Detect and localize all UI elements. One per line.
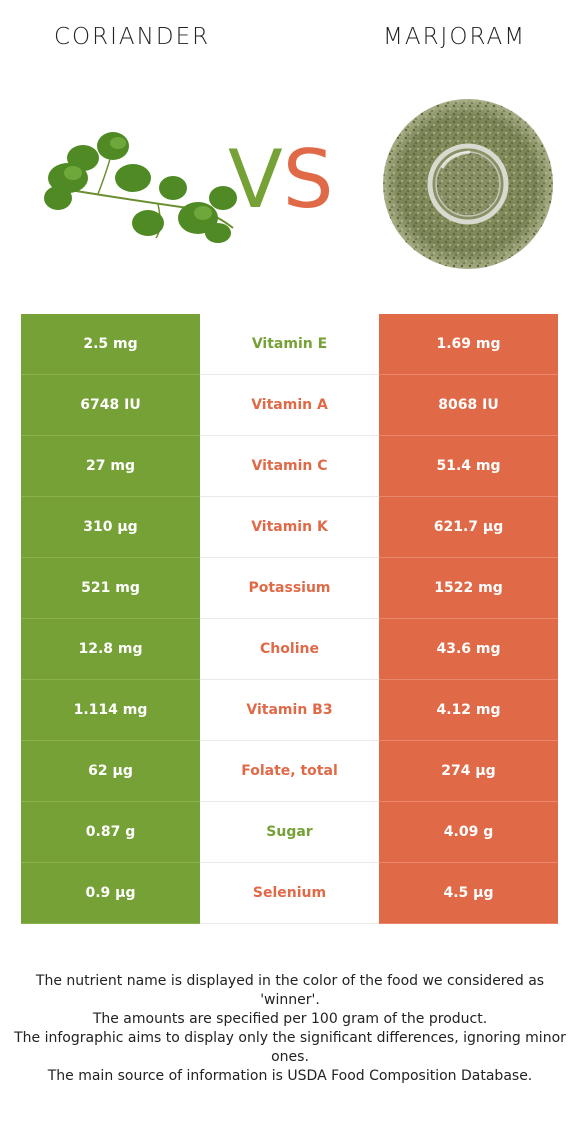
coriander-value: 310 µg [21,496,200,558]
footnote-line: The nutrient name is displayed in the co… [35,973,545,1008]
coriander-value: 12.8 mg [21,618,200,680]
marjoram-value: 4.5 µg [379,862,558,924]
marjoram-value: 274 µg [379,740,558,802]
nutrient-name: Vitamin C [200,435,379,497]
coriander-value: 6748 IU [21,374,200,436]
footnote-line: The main source of information is USDA F… [47,1068,533,1084]
coriander-value: 0.9 µg [21,862,200,924]
coriander-value: 0.87 g [21,801,200,863]
marjoram-value: 621.7 µg [379,496,558,558]
nutrient-name: Vitamin K [200,496,379,558]
comparison-table: 2.5 mg Vitamin E 1.69 mg 6748 IU Vitamin… [21,314,558,924]
coriander-value: 62 µg [21,740,200,802]
table-row: 27 mg Vitamin C 51.4 mg [21,435,558,497]
marjoram-value: 1.69 mg [379,314,558,375]
table-row: 62 µg Folate, total 274 µg [21,740,558,802]
table-row: 1.114 mg Vitamin B3 4.12 mg [21,679,558,741]
table-row: 2.5 mg Vitamin E 1.69 mg [21,314,558,375]
vs-label: VS [228,133,334,226]
footnote: The nutrient name is displayed in the co… [14,972,566,1086]
marjoram-value: 51.4 mg [379,435,558,497]
nutrient-name: Selenium [200,862,379,924]
footnote-line: The amounts are specified per 100 gram o… [92,1011,488,1027]
table-row: 6748 IU Vitamin A 8068 IU [21,374,558,436]
marjoram-value: 4.09 g [379,801,558,863]
nutrient-name: Vitamin B3 [200,679,379,741]
right-food-title: MARJORAM [383,24,527,50]
table-row: 0.9 µg Selenium 4.5 µg [21,862,558,924]
nutrient-name: Potassium [200,557,379,619]
nutrient-name: Vitamin A [200,374,379,436]
marjoram-value: 43.6 mg [379,618,558,680]
coriander-value: 521 mg [21,557,200,619]
nutrient-name: Vitamin E [200,314,379,375]
left-food-title: CORIANDER [54,24,211,50]
table-row: 0.87 g Sugar 4.09 g [21,801,558,863]
footnote-line: The infographic aims to display only the… [14,1030,566,1065]
coriander-value: 1.114 mg [21,679,200,741]
marjoram-value: 8068 IU [379,374,558,436]
table-row: 310 µg Vitamin K 621.7 µg [21,496,558,558]
table-row: 12.8 mg Choline 43.6 mg [21,618,558,680]
marjoram-value: 1522 mg [379,557,558,619]
marjoram-image [383,99,553,269]
marjoram-value: 4.12 mg [379,679,558,741]
nutrient-name: Choline [200,618,379,680]
table-row: 521 mg Potassium 1522 mg [21,557,558,619]
coriander-value: 2.5 mg [21,314,200,375]
nutrient-name: Folate, total [200,740,379,802]
coriander-value: 27 mg [21,435,200,497]
nutrient-name: Sugar [200,801,379,863]
coriander-image [44,132,237,243]
